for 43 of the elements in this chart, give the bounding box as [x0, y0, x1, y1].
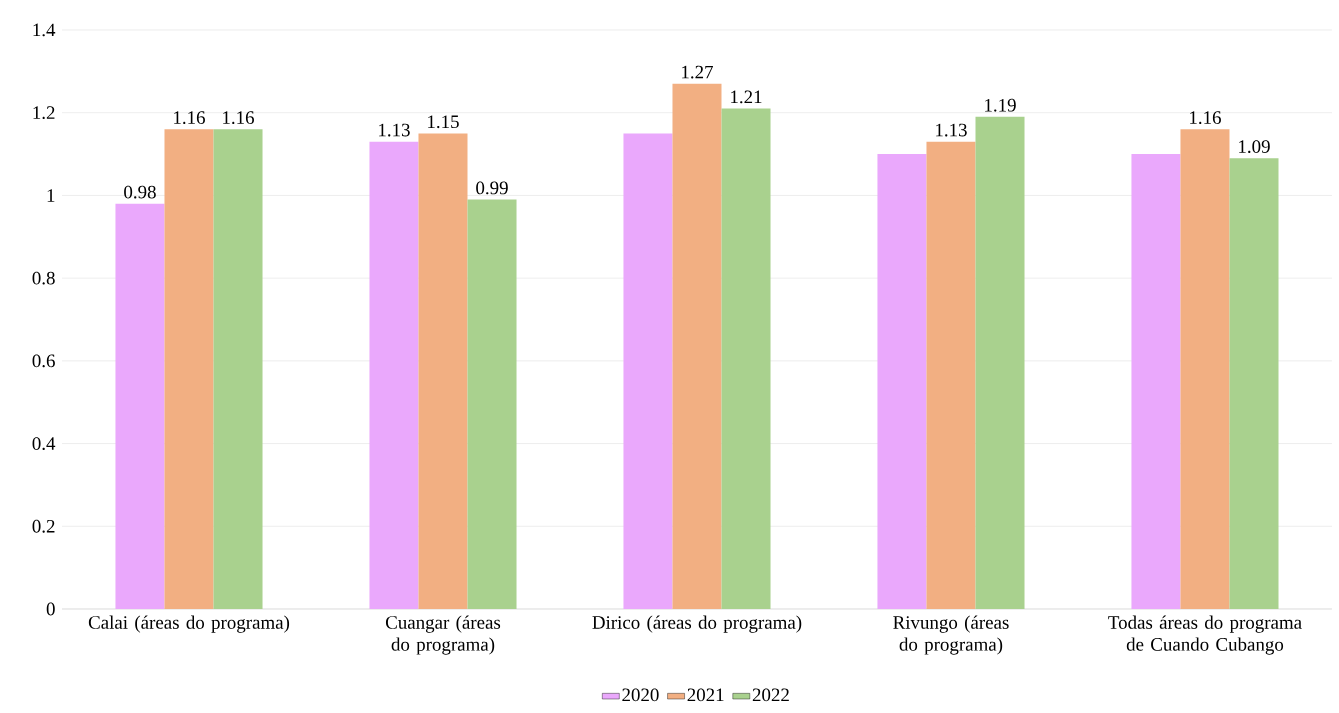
bar	[1180, 129, 1230, 609]
data-label: 1.16	[174, 111, 205, 125]
bar	[975, 116, 1025, 609]
bar	[877, 154, 927, 609]
x-tick-label: Todas áreas do programa de Cuando Cubango	[1108, 615, 1302, 655]
data-label: 1.19	[985, 98, 1016, 112]
bar	[1131, 154, 1181, 609]
legend-label: 2022	[752, 688, 789, 702]
y-tick-label: 0.4	[32, 437, 56, 450]
y-tick-label: 1	[47, 189, 55, 202]
data-label: 1.16	[223, 111, 255, 125]
bar	[164, 129, 214, 609]
bar	[1229, 158, 1279, 609]
y-tick-label: 1.4	[33, 23, 56, 37]
x-tick-label: Rivungo (áreas do programa)	[893, 615, 1009, 655]
y-tick-label: 0.6	[32, 354, 55, 368]
bar	[369, 141, 419, 609]
bar	[623, 133, 673, 609]
bar	[926, 141, 976, 609]
bar	[213, 129, 263, 609]
bar	[115, 203, 165, 609]
x-tick-label: Dirico (áreas do programa)	[592, 615, 802, 633]
x-tick-label: Calai (áreas do programa)	[88, 615, 290, 633]
legend-label: 2020	[622, 688, 659, 702]
bar	[418, 133, 468, 609]
data-label: 1.27	[682, 65, 714, 79]
y-tick-label: 1.2	[33, 106, 55, 120]
data-label: 0.98	[124, 185, 156, 199]
y-tick-label: 0.8	[32, 271, 55, 285]
bar	[467, 199, 517, 609]
x-tick-label: Cuangar (áreas do programa)	[385, 615, 501, 655]
data-label: 1.09	[1239, 140, 1270, 153]
data-label: 1.13	[379, 123, 410, 137]
data-label: 1.15	[428, 115, 459, 129]
data-label: 1.16	[1190, 111, 1221, 125]
bar	[721, 108, 771, 609]
data-label: 1.21	[731, 90, 762, 104]
y-tick-label: 0.2	[32, 519, 55, 533]
data-label: 1.13	[936, 123, 967, 137]
data-label: 0.99	[476, 181, 508, 195]
bar	[672, 83, 722, 609]
legend-label: 2021	[687, 688, 724, 702]
y-tick-label: 0	[46, 602, 55, 616]
